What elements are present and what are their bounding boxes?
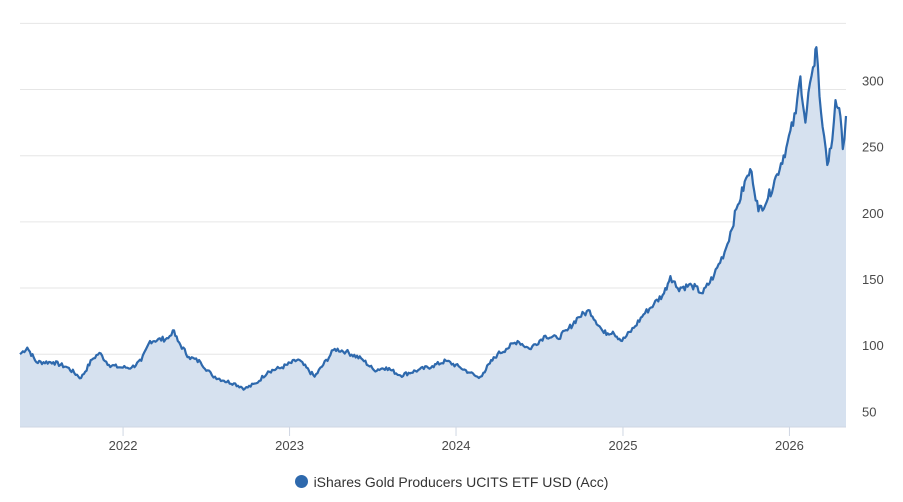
x-tick-label: 2026 [775,438,804,453]
chart: 2022 2023 2024 2025 2026 50 100 150 200 250 300 [19,22,884,453]
series-area-fill [20,47,846,427]
legend-label: iShares Gold Producers UCITS ETF USD (Ac… [313,474,609,490]
y-tick-label: 50 [862,404,876,419]
x-tick-label: 2022 [109,438,138,453]
legend[interactable]: iShares Gold Producers UCITS ETF USD (Ac… [0,474,903,490]
y-tick-label: 150 [862,272,884,287]
y-tick-label: 200 [862,206,884,221]
series-line[interactable] [19,46,848,391]
y-tick-label: 100 [862,338,884,353]
y-tick-label: 250 [862,140,884,155]
legend-marker-icon [294,475,308,488]
x-axis-ticks: 2022 2023 2024 2025 2026 [109,427,804,453]
x-tick-label: 2024 [442,438,471,453]
y-tick-label: 300 [862,74,884,89]
x-tick-label: 2025 [609,438,638,453]
y-axis-ticks: 50 100 150 200 250 300 [862,74,884,420]
x-tick-label: 2023 [275,438,304,453]
